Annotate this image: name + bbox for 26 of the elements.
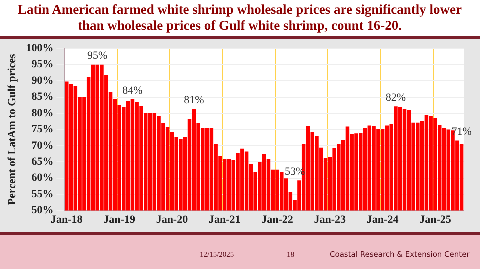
y-tick-label: 75% (32, 124, 54, 136)
x-tick-label: Jan-23 (314, 214, 347, 226)
y-tick-label: 50% (32, 204, 54, 217)
data-label: 95% (88, 50, 108, 62)
data-label: 81% (184, 94, 204, 107)
y-tick-label: 65% (32, 156, 54, 168)
y-tick-label: 85% (32, 91, 54, 104)
y-tick-label: 90% (32, 74, 54, 87)
data-label: 84% (122, 84, 143, 97)
data-label: 82% (386, 92, 406, 104)
y-axis-title: Percent of LatAm to Gulf prices (6, 53, 18, 206)
x-tick-label: Jan-19 (104, 214, 136, 226)
y-tick-label: 80% (32, 107, 54, 120)
x-tick-label: Jan-21 (208, 214, 241, 226)
y-tick-label: 95% (32, 58, 54, 71)
x-tick-label: Jan-22 (262, 214, 294, 226)
chart-title: Latin American farmed white shrimp wholesale prices are significantly lower than wholesale prices of Gulf white shrimp, count 16-20. (0, 0, 480, 39)
x-tick-label: Jan-18 (51, 214, 84, 226)
x-tick-label: Jan-25 (420, 214, 452, 226)
data-label: 71% (452, 126, 472, 138)
x-tick-label: Jan-24 (366, 214, 400, 226)
y-tick-label: 60% (32, 172, 54, 184)
x-tick-label: Jan-20 (156, 214, 189, 226)
y-tick-label: 55% (32, 188, 54, 200)
y-tick-label: 100% (26, 42, 54, 54)
y-tick-label: 70% (32, 140, 54, 152)
